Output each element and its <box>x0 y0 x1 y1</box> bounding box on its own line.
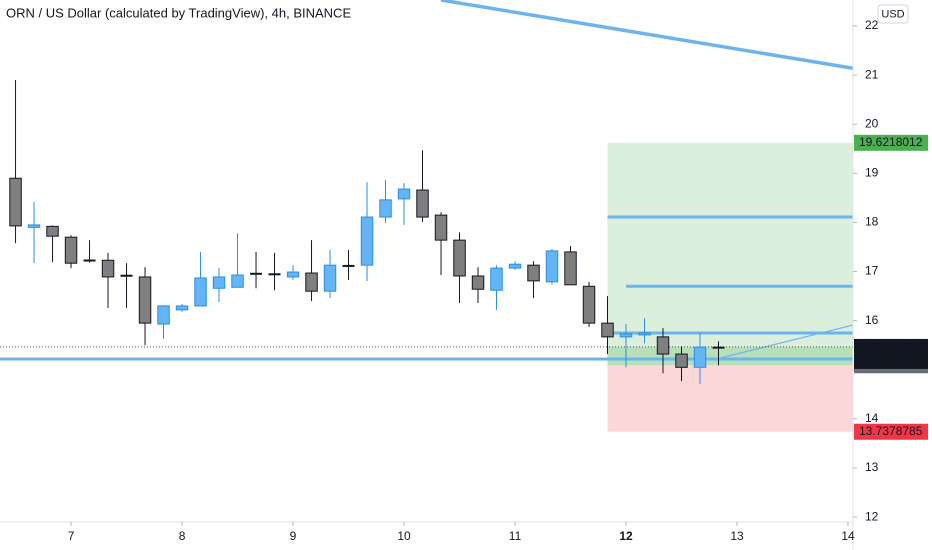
candle-body <box>27 224 41 228</box>
profit-zone <box>607 142 853 366</box>
x-tick-label: 7 <box>68 529 75 543</box>
candle-body <box>138 276 152 324</box>
last-price-label: 15.4650417 <box>859 339 923 353</box>
candle-body <box>157 305 170 325</box>
price-label: 13.7378785 <box>859 424 923 438</box>
candle-body <box>64 236 78 264</box>
y-tick-label: 22 <box>865 18 879 32</box>
trend-line <box>720 324 854 359</box>
candle-body <box>471 275 485 290</box>
y-tick-label: 12 <box>865 509 879 523</box>
candle-body <box>212 276 226 289</box>
candle-body <box>286 271 300 278</box>
candle-body <box>693 346 707 368</box>
y-tick-label: 21 <box>865 67 879 81</box>
candle-body <box>564 251 577 286</box>
y-tick-label: 16 <box>865 313 879 327</box>
x-tick-label: 14 <box>841 529 855 543</box>
candle-body <box>453 239 466 277</box>
price-label-bg <box>854 423 928 440</box>
candle-body <box>397 188 411 200</box>
y-tick-label: 14 <box>865 411 879 425</box>
x-tick-label: 9 <box>290 529 297 543</box>
candle-body <box>601 322 614 338</box>
candle-body <box>379 199 392 218</box>
candle-body <box>638 332 651 336</box>
x-tick-label: 12 <box>619 529 633 543</box>
candle-body <box>305 272 318 292</box>
candle-body <box>508 263 522 269</box>
chart-title: ORN / US Dollar (calculated by TradingVi… <box>6 5 351 20</box>
trend-line <box>440 0 854 70</box>
candle-body <box>416 189 429 218</box>
candle-body <box>268 273 281 276</box>
candle-body <box>712 346 725 349</box>
candle-body <box>527 264 540 282</box>
countdown: 01:52:13 <box>859 353 906 367</box>
candle-body <box>582 285 596 324</box>
x-tick-label: 10 <box>397 529 411 543</box>
loss-zone <box>607 365 853 432</box>
x-tick-label: 13 <box>730 529 744 543</box>
plot-area <box>0 0 854 432</box>
candle-body <box>83 259 96 262</box>
price-label-bg <box>854 134 928 151</box>
candle-body <box>434 214 448 241</box>
candle-body <box>46 225 59 237</box>
y-tick-label: 17 <box>865 264 879 278</box>
currency-badge[interactable] <box>877 4 909 24</box>
x-tick-label: 11 <box>509 529 522 543</box>
candle-body <box>101 259 115 278</box>
candle-body <box>323 264 337 292</box>
candle-body <box>120 274 133 277</box>
candle-body <box>175 305 189 311</box>
currency-label[interactable]: USD <box>881 8 904 20</box>
price-label: 19.6218012 <box>859 135 923 149</box>
candle-body <box>231 274 244 288</box>
y-tick-label: 18 <box>865 215 879 229</box>
candle-body <box>675 353 688 368</box>
candle-body <box>656 336 670 355</box>
candle-body <box>250 272 263 275</box>
candle-body <box>194 277 207 307</box>
y-tick-label: 19 <box>865 166 879 180</box>
candle-body <box>619 333 633 338</box>
x-tick-label: 8 <box>179 529 186 543</box>
y-tick-label: 20 <box>865 116 879 130</box>
y-tick-label: 13 <box>865 460 879 474</box>
candle-body <box>545 250 559 283</box>
candle-body <box>9 177 22 227</box>
candle-body <box>490 267 503 291</box>
last-price-bg <box>854 338 928 369</box>
candle-body <box>360 216 374 266</box>
candle-body <box>342 264 355 267</box>
